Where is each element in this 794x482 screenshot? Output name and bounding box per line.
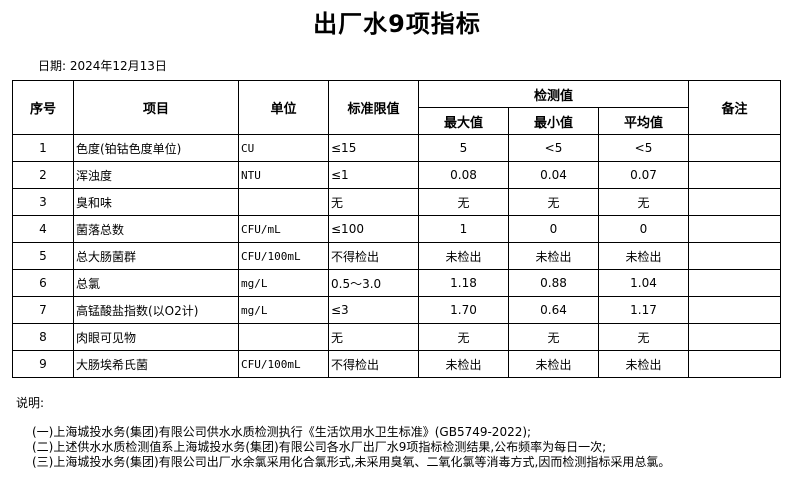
cell-unit: mg/L	[238, 296, 329, 324]
cell-item: 浑浊度	[73, 161, 239, 189]
cell-no: 7	[12, 296, 74, 324]
header-avg: 平均值	[598, 107, 689, 135]
header-max: 最大值	[418, 107, 509, 135]
table-row: 5 总大肠菌群 CFU/100mL 不得检出 未检出 未检出 未检出	[12, 242, 781, 270]
cell-min: <5	[508, 134, 599, 162]
cell-avg: 无	[598, 323, 689, 351]
cell-remark	[688, 215, 781, 243]
cell-min: 无	[508, 323, 599, 351]
cell-item: 高锰酸盐指数(以O2计)	[73, 296, 239, 324]
cell-no: 9	[12, 350, 74, 378]
cell-min: 0.64	[508, 296, 599, 324]
cell-remark	[688, 269, 781, 297]
cell-remark	[688, 323, 781, 351]
cell-avg: 1.04	[598, 269, 689, 297]
cell-avg: 1.17	[598, 296, 689, 324]
cell-item: 菌落总数	[73, 215, 239, 243]
cell-unit	[238, 323, 329, 351]
cell-avg: 未检出	[598, 242, 689, 270]
header-min: 最小值	[508, 107, 599, 135]
page-title: 出厂水9项指标	[313, 10, 481, 38]
cell-no: 5	[12, 242, 74, 270]
cell-unit: mg/L	[238, 269, 329, 297]
cell-avg: 未检出	[598, 350, 689, 378]
cell-min: 无	[508, 188, 599, 216]
cell-min: 0	[508, 215, 599, 243]
cell-limit: ≤1	[328, 161, 419, 189]
cell-min: 未检出	[508, 242, 599, 270]
cell-unit: CU	[238, 134, 329, 162]
cell-max: 1.70	[418, 296, 509, 324]
cell-item: 总氯	[73, 269, 239, 297]
cell-max: 1.18	[418, 269, 509, 297]
cell-max: 未检出	[418, 350, 509, 378]
cell-remark	[688, 188, 781, 216]
cell-remark	[688, 161, 781, 189]
cell-avg: <5	[598, 134, 689, 162]
cell-no: 2	[12, 161, 74, 189]
cell-max: 0.08	[418, 161, 509, 189]
cell-no: 8	[12, 323, 74, 351]
table-row: 8 肉眼可见物无无无无	[12, 323, 781, 351]
cell-item: 色度(铂钴色度单位)	[73, 134, 239, 162]
cell-item: 大肠埃希氏菌	[73, 350, 239, 378]
cell-min: 0.88	[508, 269, 599, 297]
table-row: 6 总氯 mg/L 0.5～3.0 1.18 0.88 1.04	[12, 269, 781, 297]
table-row: 2 浑浊度 NTU ≤1 0.08 0.04 0.07	[12, 161, 781, 189]
table-row: 9 大肠埃希氏菌 CFU/100mL 不得检出 未检出 未检出 未检出	[12, 350, 781, 378]
table-row: 7 高锰酸盐指数(以O2计) mg/L ≤3 1.70 0.64 1.17	[12, 296, 781, 324]
cell-limit: 无	[328, 188, 419, 216]
cell-remark	[688, 242, 781, 270]
report-date: 日期: 2024年12月13日	[38, 59, 167, 73]
cell-limit: ≤100	[328, 215, 419, 243]
cell-remark	[688, 350, 781, 378]
cell-unit	[238, 188, 329, 216]
header-limit: 标准限值	[328, 80, 419, 135]
water-quality-table: 序号 项目 单位 标准限值 检测值 备注 最大值 最小值 平均值 1 色度(铂钴色…	[12, 80, 781, 378]
note-item: (二)上述供水水质检测值系上海城投水务(集团)有限公司各水厂出厂水9项指标检测结…	[32, 440, 607, 454]
table-row: 4 菌落总数 CFU/mL ≤100 1 0 0	[12, 215, 781, 243]
cell-limit: 无	[328, 323, 419, 351]
cell-max: 5	[418, 134, 509, 162]
cell-avg: 0.07	[598, 161, 689, 189]
notes: (一)上海城投水务(集团)有限公司供水水质检测执行《生活饮用水卫生标准》(GB5…	[32, 425, 670, 470]
header-remark: 备注	[688, 80, 781, 135]
table-row: 3 臭和味无无无无	[12, 188, 781, 216]
cell-unit: NTU	[238, 161, 329, 189]
cell-max: 无	[418, 188, 509, 216]
cell-unit: CFU/mL	[238, 215, 329, 243]
cell-limit: 不得检出	[328, 350, 419, 378]
cell-item: 臭和味	[73, 188, 239, 216]
cell-avg: 无	[598, 188, 689, 216]
header-no: 序号	[12, 80, 74, 135]
cell-limit: 不得检出	[328, 242, 419, 270]
cell-min: 未检出	[508, 350, 599, 378]
cell-remark	[688, 296, 781, 324]
note-item: (一)上海城投水务(集团)有限公司供水水质检测执行《生活饮用水卫生标准》(GB5…	[32, 425, 532, 439]
table-row: 1 色度(铂钴色度单位) CU ≤15 5 <5 <5	[12, 134, 781, 162]
cell-unit: CFU/100mL	[238, 242, 329, 270]
cell-avg: 0	[598, 215, 689, 243]
cell-no: 3	[12, 188, 74, 216]
cell-max: 无	[418, 323, 509, 351]
cell-min: 0.04	[508, 161, 599, 189]
cell-unit: CFU/100mL	[238, 350, 329, 378]
note-item: (三)上海城投水务(集团)有限公司出厂水余氯采用化合氯形式,未采用臭氧、二氧化氯…	[32, 455, 671, 469]
cell-limit: ≤15	[328, 134, 419, 162]
header-item: 项目	[73, 80, 239, 135]
cell-remark	[688, 134, 781, 162]
header-measured: 检测值	[418, 80, 689, 108]
cell-no: 6	[12, 269, 74, 297]
cell-no: 4	[12, 215, 74, 243]
cell-limit: ≤3	[328, 296, 419, 324]
cell-item: 总大肠菌群	[73, 242, 239, 270]
notes-heading: 说明:	[16, 396, 45, 410]
cell-item: 肉眼可见物	[73, 323, 239, 351]
cell-limit: 0.5～3.0	[328, 269, 419, 297]
cell-max: 未检出	[418, 242, 509, 270]
cell-no: 1	[12, 134, 74, 162]
header-unit: 单位	[238, 80, 329, 135]
cell-max: 1	[418, 215, 509, 243]
